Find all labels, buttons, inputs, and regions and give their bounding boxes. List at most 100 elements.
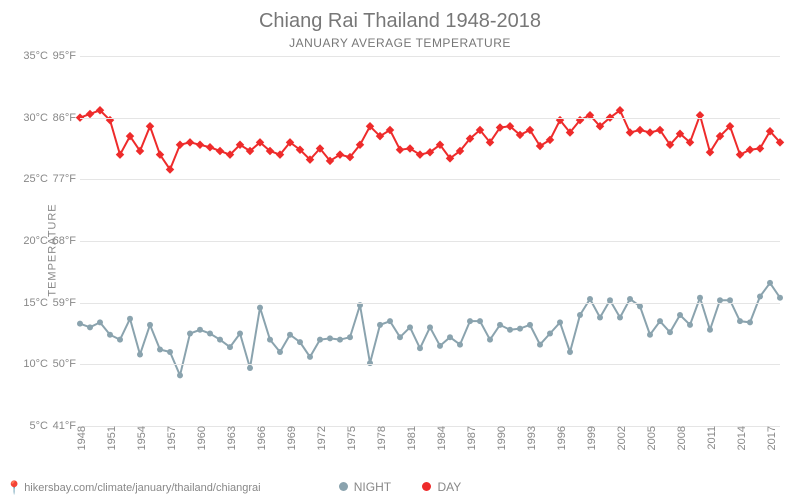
series-marker — [627, 296, 633, 302]
series-marker — [597, 314, 603, 320]
chart-subtitle: JANUARY AVERAGE TEMPERATURE — [0, 36, 800, 50]
y-tick-f: 95°F — [53, 50, 80, 62]
series-marker — [186, 138, 194, 146]
series-marker — [227, 344, 233, 350]
series-marker — [647, 332, 653, 338]
x-tick: 1972 — [316, 426, 328, 450]
series-marker — [377, 322, 383, 328]
x-tick: 1948 — [76, 426, 88, 450]
x-tick: 1954 — [136, 426, 148, 450]
series-marker — [517, 326, 523, 332]
x-tick: 1951 — [106, 426, 118, 450]
x-tick: 1999 — [586, 426, 598, 450]
series-marker — [777, 295, 783, 301]
series-marker — [146, 122, 154, 130]
x-tick: 1957 — [166, 426, 178, 450]
series-marker — [287, 332, 293, 338]
series-marker — [567, 349, 573, 355]
series-marker — [497, 322, 503, 328]
series-marker — [317, 337, 323, 343]
series-marker — [77, 321, 83, 327]
series-marker — [507, 327, 513, 333]
y-tick-f: 68°F — [53, 235, 80, 247]
series-marker — [237, 331, 243, 337]
x-tick: 2011 — [706, 426, 718, 450]
series-marker — [767, 280, 773, 286]
series-marker — [297, 339, 303, 345]
series-marker — [247, 365, 253, 371]
series-marker — [216, 147, 224, 155]
series-marker — [97, 319, 103, 325]
series-marker — [176, 141, 184, 149]
series-marker — [687, 322, 693, 328]
chart-title: Chiang Rai Thailand 1948-2018 — [0, 10, 800, 33]
x-tick: 2005 — [646, 426, 658, 450]
series-marker — [646, 128, 654, 136]
series-marker — [396, 145, 404, 153]
series-marker — [747, 319, 753, 325]
series-marker — [397, 334, 403, 340]
y-tick-c: 15°C — [23, 297, 52, 309]
series-marker — [557, 319, 563, 325]
series-marker — [307, 354, 313, 360]
series-marker — [437, 343, 443, 349]
x-tick: 1960 — [196, 426, 208, 450]
series-marker — [327, 335, 333, 341]
x-tick: 1978 — [376, 426, 388, 450]
series-marker — [417, 345, 423, 351]
legend-label-day: DAY — [437, 480, 461, 494]
series-marker — [667, 329, 673, 335]
legend-marker-day — [422, 482, 431, 491]
series-marker — [626, 128, 634, 136]
series-marker — [267, 337, 273, 343]
series-marker — [197, 327, 203, 333]
y-tick-f: 77°F — [53, 173, 80, 185]
gridline — [80, 118, 780, 119]
series-marker — [527, 322, 533, 328]
series-marker — [737, 318, 743, 324]
series-marker — [206, 143, 214, 151]
series-marker — [736, 150, 744, 158]
series-marker — [337, 337, 343, 343]
series-marker — [177, 372, 183, 378]
x-tick: 2002 — [616, 426, 628, 450]
map-pin-icon: 📍 — [6, 480, 22, 496]
gridline — [80, 56, 780, 57]
series-marker — [407, 324, 413, 330]
x-tick: 1969 — [286, 426, 298, 450]
series-marker — [257, 305, 263, 311]
series-marker — [746, 145, 754, 153]
series-marker — [636, 126, 644, 134]
gridline — [80, 303, 780, 304]
series-marker — [116, 150, 124, 158]
series-marker — [196, 141, 204, 149]
y-tick-f: 59°F — [53, 297, 80, 309]
footer-url: hikersbay.com/climate/january/thailand/c… — [24, 482, 260, 494]
y-tick-c: 35°C — [23, 50, 52, 62]
series-marker — [537, 342, 543, 348]
series-marker — [427, 324, 433, 330]
x-tick: 1963 — [226, 426, 238, 450]
x-tick: 1990 — [496, 426, 508, 450]
legend-marker-night — [339, 482, 348, 491]
y-axis-label: TEMPERATURE — [47, 203, 59, 296]
series-marker — [137, 351, 143, 357]
series-marker — [447, 334, 453, 340]
y-tick-f: 86°F — [53, 112, 80, 124]
series-marker — [677, 312, 683, 318]
series-marker — [147, 322, 153, 328]
legend-item-night: NIGHT — [339, 480, 391, 494]
series-marker — [187, 331, 193, 337]
series-marker — [707, 327, 713, 333]
y-tick-c: 30°C — [23, 112, 52, 124]
series-marker — [487, 337, 493, 343]
x-tick: 1966 — [256, 426, 268, 450]
gridline — [80, 426, 780, 427]
x-tick: 2008 — [676, 426, 688, 450]
gridline — [80, 179, 780, 180]
series-marker — [577, 312, 583, 318]
legend-label-night: NIGHT — [354, 480, 391, 494]
series-marker — [277, 349, 283, 355]
series-marker — [167, 349, 173, 355]
footer: 📍 hikersbay.com/climate/january/thailand… — [6, 480, 261, 496]
